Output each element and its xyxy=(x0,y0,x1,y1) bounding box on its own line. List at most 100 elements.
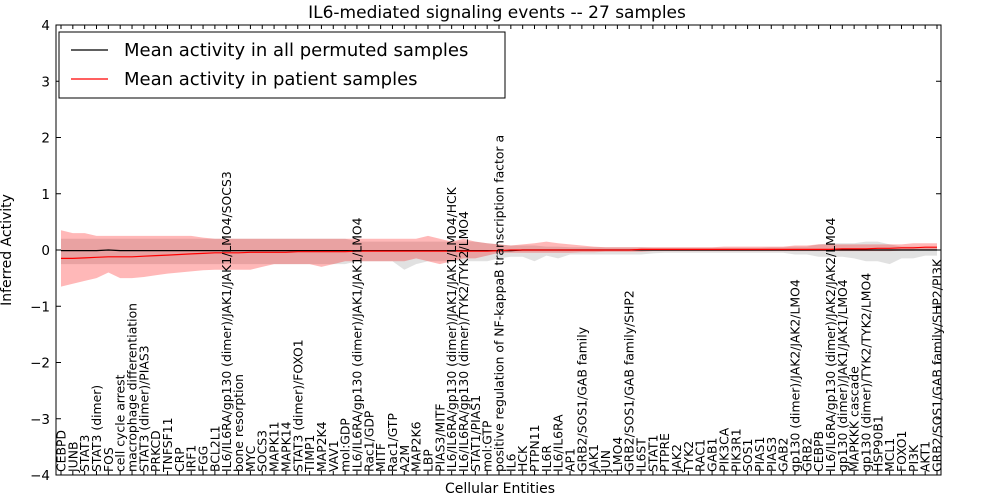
category-label: PTPN11 xyxy=(527,424,542,472)
category-label: MAPKKK cascade xyxy=(847,366,862,472)
category-label: Rac1/GDP xyxy=(361,410,376,472)
category-label: STAT3 xyxy=(77,435,92,472)
category-label: TIMP1 xyxy=(302,435,317,473)
category-label: STAT1 xyxy=(645,435,660,472)
category-label: STAT3 (dimer)/FOXO1 xyxy=(290,339,305,472)
category-label: AKT1 xyxy=(918,441,933,472)
category-label: IL6/IL6RA/gp130 (dimer)/JAK1/JAK1/LMO4 xyxy=(349,217,364,472)
category-label: PIK3CA xyxy=(716,427,731,472)
series-lines xyxy=(61,246,937,259)
category-label: LBP xyxy=(421,449,436,472)
category-label: VAV1 xyxy=(326,440,341,472)
y-tick-label: 4 xyxy=(41,18,50,34)
category-label: LMO4 xyxy=(610,437,625,472)
category-label: CEBPD xyxy=(54,430,69,472)
category-label: MAPK14 xyxy=(278,421,293,472)
band-patient xyxy=(61,230,937,287)
category-label: PI3K xyxy=(906,444,921,472)
category-label: CEBPB xyxy=(811,431,826,472)
category-label: PIAS3/MITF xyxy=(432,403,447,472)
category-label: PIAS3 xyxy=(764,437,779,472)
category-label: GAB2 xyxy=(776,438,791,472)
y-tick-label: 1 xyxy=(41,187,50,203)
category-label: JAK1 xyxy=(586,444,601,473)
category-label: TNFSF11 xyxy=(160,417,175,473)
category-label: IL6/IL6RA/gp130 (dimer)/JAK1/JAK1/LMO4/S… xyxy=(219,171,234,472)
category-label: IL6/IL6RA/gp130 (dimer)/JAK1/JAK1/LMO4/H… xyxy=(444,186,459,472)
category-label: PIAS1 xyxy=(752,437,767,472)
y-tick-label: 2 xyxy=(41,131,50,147)
category-label: IL6/IL6RA/gp130 (dimer)/TYK2/TYK2/LMO4 xyxy=(456,211,471,472)
category-label: gp130 (dimer)/JAK1/JAK1/LMO4 xyxy=(835,279,850,472)
category-label: SOS1 xyxy=(740,439,755,472)
chart-title: IL6-mediated signaling events -- 27 samp… xyxy=(308,3,686,23)
y-tick-label: 3 xyxy=(41,74,50,90)
category-label: Rac1/GTP xyxy=(385,413,400,473)
category-label: MCL1 xyxy=(882,438,897,472)
category-label: IL6/IL6RA xyxy=(551,414,566,472)
category-label: HSP90B1 xyxy=(870,415,885,472)
category-label: IL6R xyxy=(539,445,554,472)
category-label: GRB2/SOS1/GAB family/SHP2/PI3K xyxy=(930,258,945,472)
category-label: SOCS3 xyxy=(255,430,270,472)
category-label: MITF xyxy=(373,443,388,472)
category-label: RAC1 xyxy=(693,439,708,472)
category-label: MAP2K4 xyxy=(314,421,329,472)
category-label: IRF1 xyxy=(184,445,199,472)
y-tick-label: −3 xyxy=(30,412,50,428)
y-axis-ticks: −4 −3 −2 −1 0 1 2 3 4 xyxy=(30,18,941,484)
category-label: positive regulation of NF-kappaB transcr… xyxy=(492,135,507,472)
plot-frame xyxy=(55,24,942,476)
legend-frame xyxy=(58,31,506,99)
category-label: mol:GTP xyxy=(480,420,495,472)
category-label: macrophage differentiation xyxy=(125,303,140,472)
category-label: PTPRE xyxy=(657,433,672,472)
x-axis-label: Cellular Entities xyxy=(445,481,555,497)
legend: Mean activity in all permuted samples Me… xyxy=(58,31,506,99)
category-label: A2M xyxy=(397,445,412,472)
line-patient xyxy=(61,246,937,259)
band-permuted xyxy=(61,238,937,270)
category-label: FOS xyxy=(101,447,116,472)
category-label: gp130 (dimer)/TYK2/TYK2/LMO4 xyxy=(859,273,874,472)
y-tick-label: 0 xyxy=(41,243,50,259)
category-label: GRB2/SOS1/GAB family xyxy=(574,327,589,472)
category-label: MYC xyxy=(243,446,258,472)
category-label: MAP2K6 xyxy=(409,421,424,472)
category-label: JUN xyxy=(598,450,613,473)
category-label: bone resorption xyxy=(231,374,246,472)
category-label: cell cycle arrest xyxy=(113,374,128,472)
y-tick-label: −4 xyxy=(30,468,50,484)
confidence-bands xyxy=(61,230,937,287)
category-label: MAPK11 xyxy=(267,421,282,472)
category-label: AP1 xyxy=(563,448,578,472)
category-label: FGG xyxy=(196,446,211,472)
legend-label-patient: Mean activity in patient samples xyxy=(124,69,418,90)
category-label: IL6/IL6RA/gp130 (dimer)/JAK2/JAK2/LMO4 xyxy=(823,217,838,472)
category-label: IL6 xyxy=(503,453,518,472)
category-label: HCK xyxy=(515,445,530,472)
category-label: PIK3R1 xyxy=(728,428,743,472)
category-label: IL6ST xyxy=(634,438,649,472)
category-label: PRKCD xyxy=(148,430,163,472)
y-axis-label: Inferred Activity xyxy=(0,194,15,306)
category-label: GAB1 xyxy=(705,438,720,472)
y-tick-label: −2 xyxy=(30,356,50,372)
category-label: STAT3 (dimer)/PIAS3 xyxy=(136,345,151,472)
category-label: CRP xyxy=(172,447,187,472)
category-label: STAT3 (dimer) xyxy=(89,385,104,472)
category-label: FOXO1 xyxy=(894,431,909,472)
category-label: JAK2 xyxy=(669,444,684,473)
y-tick-label: −1 xyxy=(30,299,50,315)
category-label: JUNB xyxy=(65,441,80,473)
category-label: gp130 (dimer)/JAK2/JAK2/LMO4 xyxy=(787,279,802,472)
category-label: GRB2 xyxy=(799,437,814,472)
legend-label-permuted: Mean activity in all permuted samples xyxy=(124,40,468,61)
category-label: BCL2L1 xyxy=(207,425,222,472)
category-label: GRB2/SOS1/GAB family/SHP2 xyxy=(622,290,637,472)
x-axis-ticks xyxy=(60,25,938,475)
category-label: TYK2 xyxy=(681,441,696,473)
category-label: STAT1/PIAS1 xyxy=(468,395,483,472)
